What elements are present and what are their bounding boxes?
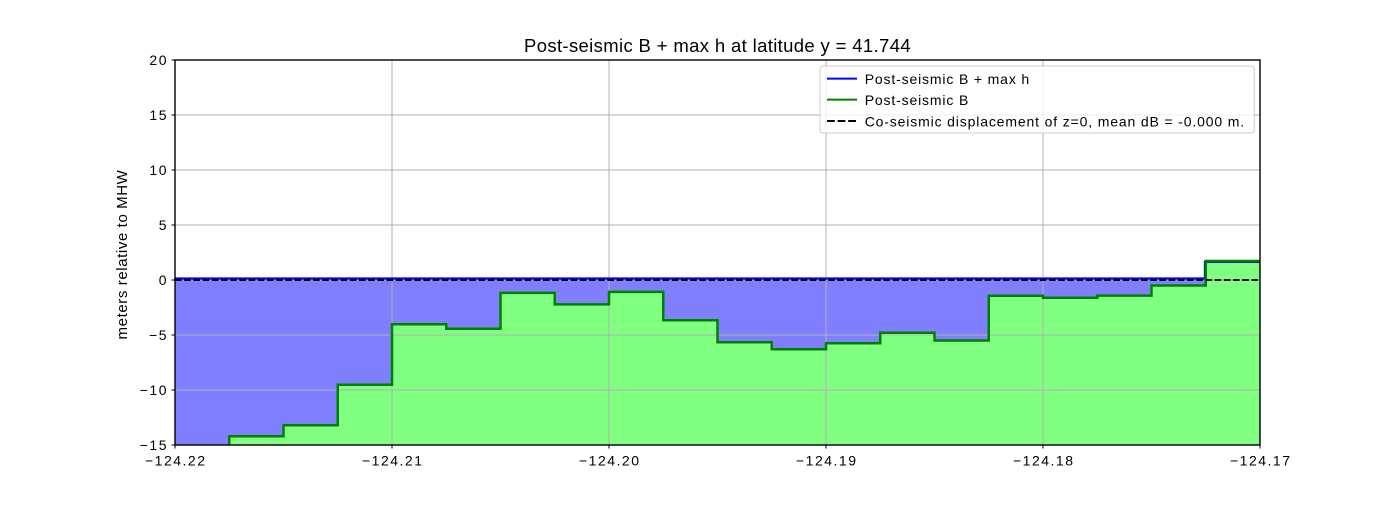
svg-text:Post-seismic B + max h at lati: Post-seismic B + max h at latitude y = 4… [524, 35, 911, 56]
svg-text:−10: −10 [140, 382, 168, 398]
svg-text:Post-seismic B + max h: Post-seismic B + max h [865, 71, 1030, 87]
svg-text:5: 5 [159, 217, 168, 233]
svg-text:meters relative to MHW: meters relative to MHW [114, 169, 131, 339]
svg-text:20: 20 [149, 52, 168, 68]
svg-text:10: 10 [149, 162, 168, 178]
svg-text:−5: −5 [149, 327, 168, 343]
svg-text:−124.17: −124.17 [1230, 453, 1292, 469]
svg-text:−124.21: −124.21 [362, 453, 424, 469]
svg-text:−15: −15 [140, 437, 168, 453]
svg-text:15: 15 [149, 107, 168, 123]
svg-text:Post-seismic B: Post-seismic B [865, 92, 969, 108]
svg-text:−124.19: −124.19 [796, 453, 858, 469]
svg-text:0: 0 [159, 272, 168, 288]
svg-text:−124.22: −124.22 [145, 453, 207, 469]
svg-text:−124.20: −124.20 [579, 453, 641, 469]
svg-text:Co-seismic displacement of z=0: Co-seismic displacement of z=0, mean dB … [865, 114, 1245, 130]
svg-text:−124.18: −124.18 [1013, 453, 1075, 469]
